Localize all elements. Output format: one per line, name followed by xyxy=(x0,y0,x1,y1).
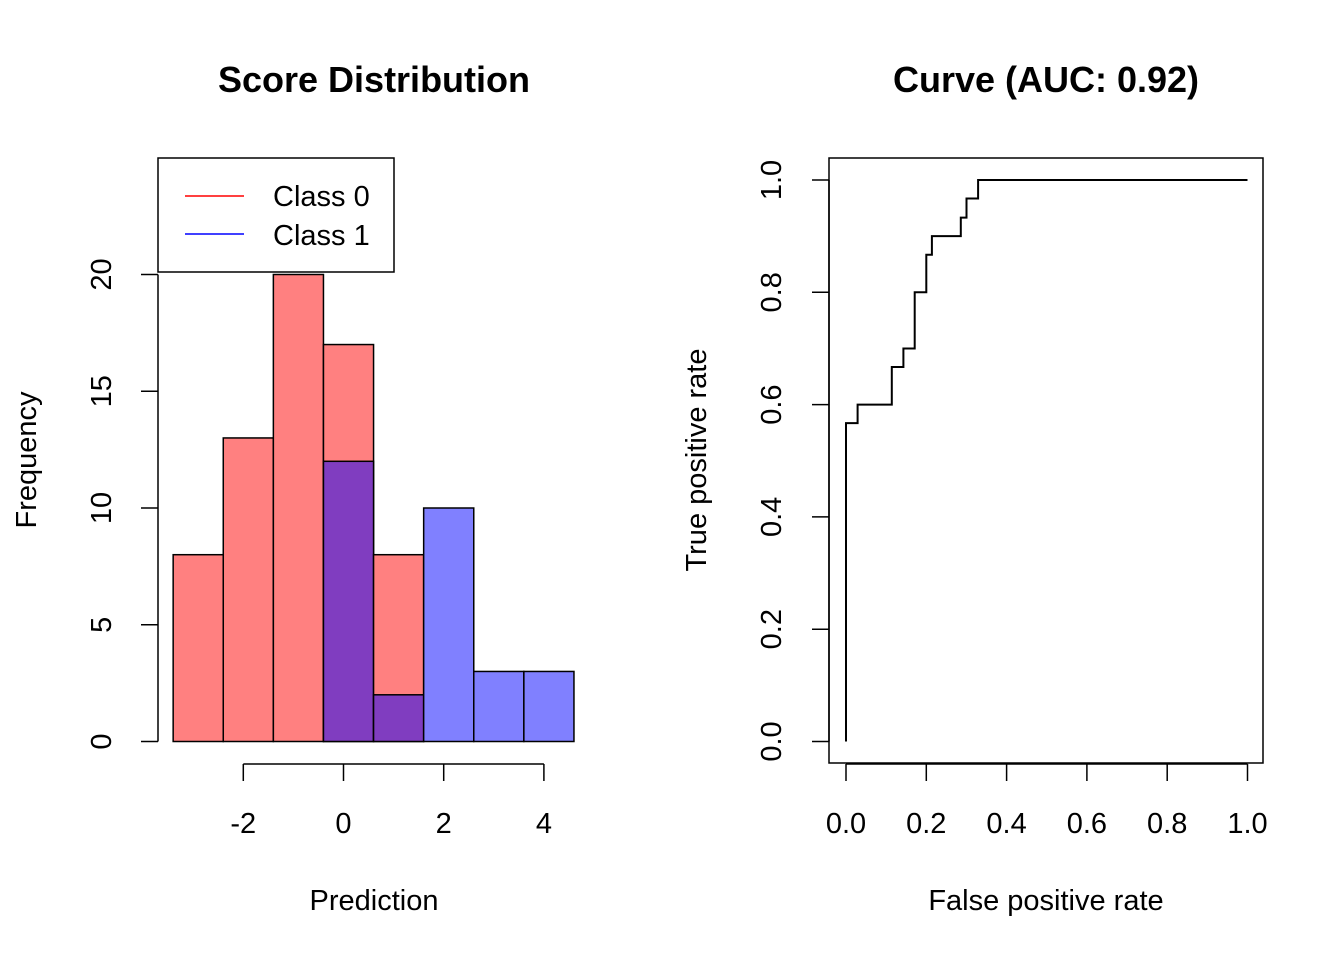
roc-x-tick-label: 0.0 xyxy=(826,808,866,840)
histogram-y-axis-label: Frequency xyxy=(11,391,43,529)
histogram-bar-class-1 xyxy=(322,460,375,743)
histogram-bars xyxy=(172,273,575,743)
roc-y-tick-label: 0.4 xyxy=(756,497,788,537)
legend-box xyxy=(157,157,395,273)
roc-title: Curve (AUC: 0.92) xyxy=(893,59,1199,100)
histogram-x-tick-label: 2 xyxy=(436,808,452,840)
roc-curve-line xyxy=(845,179,1248,742)
histogram-y-tick-label: 20 xyxy=(86,258,118,290)
histogram-axes: 0 5 10 15 20 -2 0 2 4 xyxy=(86,258,552,840)
histogram-bar-class-1 xyxy=(422,507,475,743)
histogram-bar-class-0 xyxy=(222,437,275,743)
histogram-y-tick-label: 5 xyxy=(86,617,118,633)
roc-axes: 0.0 0.2 0.4 0.6 0.8 1.0 0.0 0.2 0.4 0.6 0.8 1.0 xyxy=(756,160,1268,840)
roc-y-tick-label: 1.0 xyxy=(756,160,788,200)
roc-y-axis-label: True positive rate xyxy=(681,349,713,572)
histogram-x-tick-label: 0 xyxy=(335,808,351,840)
roc-x-tick-label: 0.2 xyxy=(906,808,946,840)
roc-x-tick-label: 0.8 xyxy=(1147,808,1187,840)
histogram-bar-class-1 xyxy=(372,694,425,743)
roc-x-axis-label: False positive rate xyxy=(928,885,1163,917)
roc-y-tick-label: 0.6 xyxy=(756,384,788,424)
histogram-x-tick-label: -2 xyxy=(230,808,256,840)
histogram-y-tick-label: 0 xyxy=(86,733,118,749)
roc-y-tick-label: 0.0 xyxy=(756,721,788,761)
histogram-x-axis-label: Prediction xyxy=(310,885,439,917)
legend-label-class-0: Class 0 xyxy=(273,181,370,213)
roc-panel: Curve (AUC: 0.92) 0.0 0.2 0.4 0.6 0.8 1.00.00… xyxy=(681,59,1268,917)
histogram-legend: Class 0 Class 1 xyxy=(157,157,395,273)
histogram-bar-class-0 xyxy=(272,273,325,743)
roc-y-tick-label: 0.2 xyxy=(756,609,788,649)
histogram-title: Score Distribution xyxy=(218,59,530,100)
histogram-x-tick-label: 4 xyxy=(536,808,552,840)
roc-x-tick-label: 0.4 xyxy=(986,808,1026,840)
roc-plot-frame xyxy=(828,157,1264,764)
histogram-bar-class-0 xyxy=(172,553,225,743)
roc-x-tick-label: 1.0 xyxy=(1227,808,1267,840)
histogram-bar-class-1 xyxy=(473,670,525,743)
histogram-y-tick-label: 10 xyxy=(86,492,118,524)
roc-y-tick-label: 0.8 xyxy=(756,272,788,312)
histogram-y-tick-label: 15 xyxy=(86,375,118,407)
legend-label-class-1: Class 1 xyxy=(273,220,370,252)
histogram-bar-class-1 xyxy=(523,670,575,743)
roc-x-tick-label: 0.6 xyxy=(1067,808,1107,840)
histogram-panel: Score Distribution 0 5 10 15 20 -2 0 2 4 Predict… xyxy=(11,59,575,917)
